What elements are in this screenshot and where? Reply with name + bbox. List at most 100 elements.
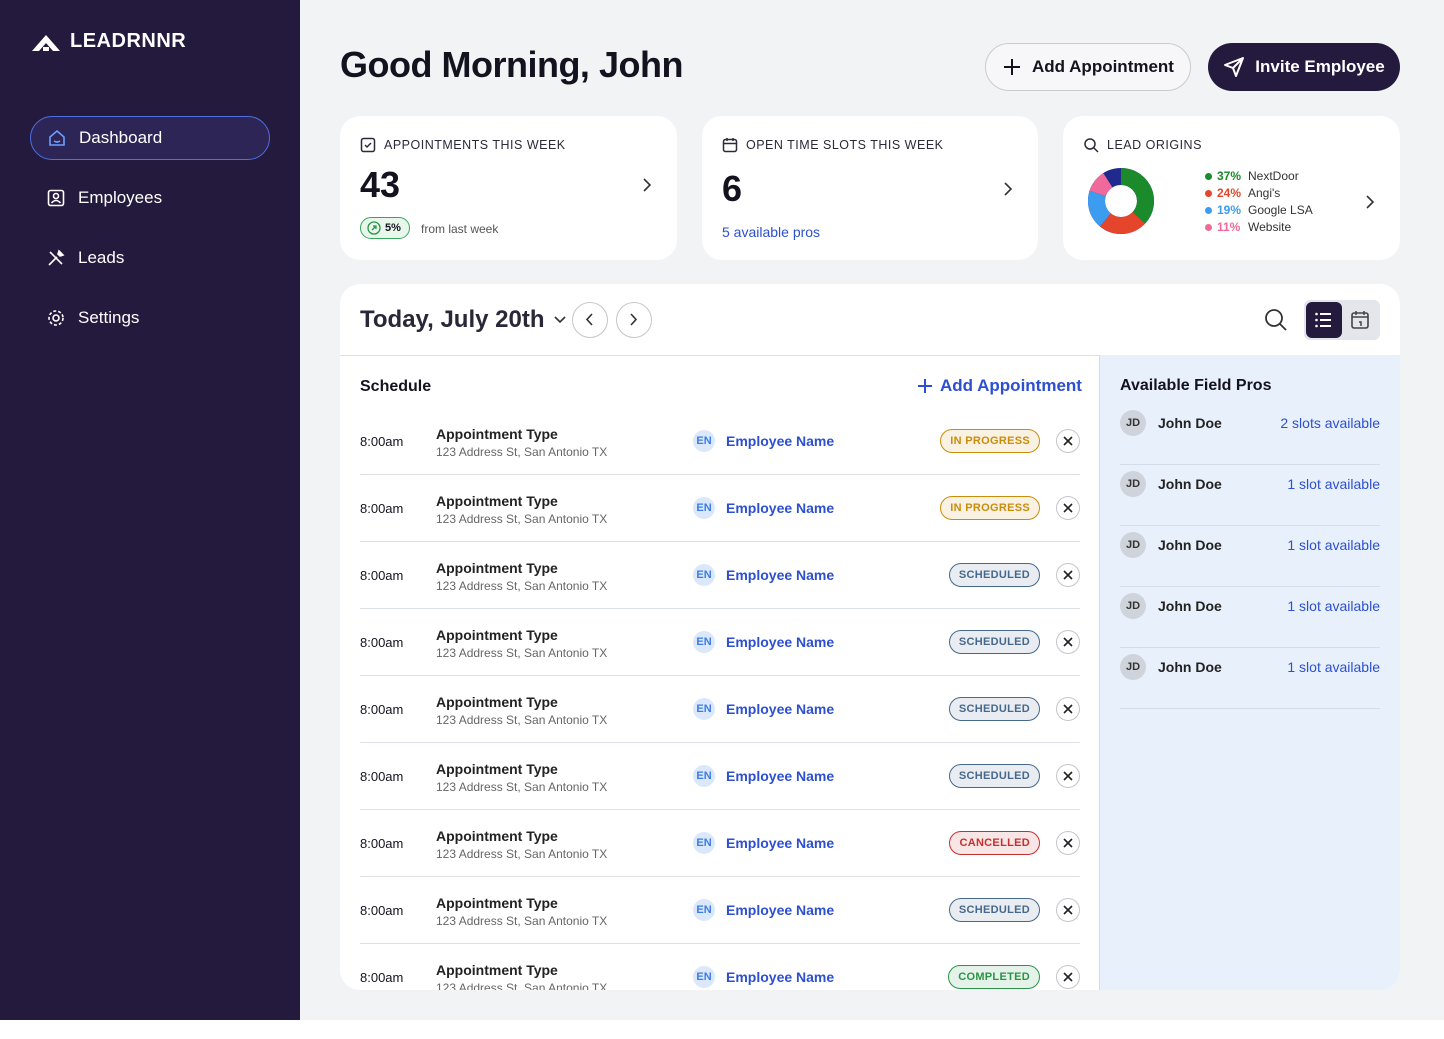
- legend-item: 11% Website: [1205, 219, 1291, 235]
- field-pro-row[interactable]: JD John Doe 1 slot available: [1120, 469, 1380, 526]
- employee-name[interactable]: Employee Name: [726, 969, 835, 985]
- list-view[interactable]: [1306, 302, 1342, 338]
- nav-item[interactable]: Leads: [30, 236, 270, 280]
- employee-avatar: EN: [693, 564, 715, 586]
- nav-label: Settings: [78, 308, 140, 327]
- field-pros-panel: Available Field Pros JD John Doe 2 slots a…: [1099, 355, 1400, 990]
- employee-avatar: EN: [693, 430, 715, 452]
- remove-button[interactable]: [1056, 697, 1080, 721]
- employee-name[interactable]: Employee Name: [726, 902, 835, 918]
- send-icon: [1224, 57, 1245, 77]
- employee-name[interactable]: Employee Name: [726, 634, 835, 650]
- appointment-type: Appointment Type: [436, 828, 558, 844]
- search-button[interactable]: [1264, 308, 1288, 332]
- appointments-card[interactable]: APPOINTMENTS THIS WEEK 43 5% from last w…: [340, 116, 677, 260]
- remove-button[interactable]: [1056, 563, 1080, 587]
- schedule-row[interactable]: 8:00am Appointment Type 123 Address St, Sa…: [360, 877, 1080, 944]
- nav-item[interactable]: Employees: [30, 176, 270, 220]
- calendar-view[interactable]: [1342, 302, 1378, 338]
- remove-button[interactable]: [1056, 496, 1080, 520]
- lead-origins-card[interactable]: LEAD ORIGINS 37% NextDoor 24% Angi's 19% Goog…: [1063, 116, 1400, 260]
- invite-employee-button[interactable]: Invite Employee: [1208, 43, 1400, 91]
- employee-name[interactable]: Employee Name: [726, 433, 835, 449]
- date-picker[interactable]: Today, July 20th: [360, 306, 567, 334]
- row-divider: [360, 474, 1080, 475]
- plus-icon: [1004, 59, 1021, 75]
- status-badge: CANCELLED: [949, 831, 1040, 855]
- time: 8:00am: [360, 702, 404, 717]
- pro-slots[interactable]: 2 slots available: [1280, 415, 1380, 431]
- appointment-type: Appointment Type: [436, 761, 558, 777]
- field-pro-row[interactable]: JD John Doe 1 slot available: [1120, 652, 1380, 709]
- remove-button[interactable]: [1056, 429, 1080, 453]
- pro-slots[interactable]: 1 slot available: [1287, 598, 1380, 614]
- appointment-type: Appointment Type: [436, 493, 558, 509]
- card-title-text: APPOINTMENTS THIS WEEK: [384, 138, 566, 152]
- pro-slots[interactable]: 1 slot available: [1287, 537, 1380, 553]
- remove-button[interactable]: [1056, 764, 1080, 788]
- add-appointment-link[interactable]: Add Appointment: [918, 376, 1082, 396]
- schedule-row[interactable]: 8:00am Appointment Type 123 Address St, Sa…: [360, 676, 1080, 743]
- address: 123 Address St, San Antonio TX: [436, 646, 608, 660]
- nav-item[interactable]: Settings: [30, 296, 270, 340]
- employee-name[interactable]: Employee Name: [726, 835, 835, 851]
- status-badge: COMPLETED: [948, 965, 1040, 989]
- legend-percent: 19%: [1217, 203, 1242, 217]
- field-pro-row[interactable]: JD John Doe 2 slots available: [1120, 408, 1380, 465]
- pro-avatar: JD: [1120, 654, 1146, 680]
- legend-dot: [1205, 206, 1212, 214]
- remove-button[interactable]: [1056, 630, 1080, 654]
- schedule-row[interactable]: 8:00am Appointment Type 123 Address St, Sa…: [360, 810, 1080, 877]
- employee-avatar: EN: [693, 832, 715, 854]
- stat-value: 43: [360, 164, 401, 205]
- schedule-row[interactable]: 8:00am Appointment Type 123 Address St, Sa…: [360, 609, 1080, 676]
- view-toggle: [1304, 300, 1380, 340]
- donut-slice: [1089, 173, 1113, 197]
- pro-slots[interactable]: 1 slot available: [1287, 659, 1380, 675]
- nav-icon: [48, 249, 65, 266]
- schedule-row[interactable]: 8:00am Appointment Type 123 Address St, Sa…: [360, 408, 1080, 475]
- employee-avatar: EN: [693, 966, 715, 988]
- chevron: [1004, 182, 1013, 196]
- nav-icon: [49, 129, 65, 146]
- remove-button[interactable]: [1056, 898, 1080, 922]
- pro-slots[interactable]: 1 slot available: [1287, 476, 1380, 492]
- prev-day[interactable]: [572, 302, 608, 338]
- schedule-row[interactable]: 8:00am Appointment Type 123 Address St, Sa…: [360, 475, 1080, 542]
- schedule-row[interactable]: 8:00am Appointment Type 123 Address St, Sa…: [360, 542, 1080, 609]
- status-badge: SCHEDULED: [948, 764, 1040, 788]
- divider: [340, 355, 1400, 356]
- employee-name[interactable]: Employee Name: [726, 768, 835, 784]
- field-pro-row[interactable]: JD John Doe 1 slot available: [1120, 591, 1380, 648]
- schedule-panel: Today, July 20th Schedule Add Appointmen…: [340, 284, 1400, 990]
- address: 123 Address St, San Antonio TX: [436, 914, 608, 928]
- legend-dot: [1205, 189, 1212, 197]
- check-icon: [360, 137, 376, 153]
- remove-button[interactable]: [1056, 965, 1080, 989]
- nav-label: Leads: [78, 248, 125, 267]
- pro-avatar: JD: [1120, 410, 1146, 436]
- field-pro-row[interactable]: JD John Doe 1 slot available: [1120, 530, 1380, 587]
- status-badge: SCHEDULED: [948, 563, 1040, 587]
- employee-name[interactable]: Employee Name: [726, 500, 835, 516]
- time: 8:00am: [360, 769, 404, 784]
- remove-button[interactable]: [1056, 831, 1080, 855]
- schedule-row[interactable]: 8:00am Appointment Type 123 Address St, Sa…: [360, 944, 1080, 990]
- address: 123 Address St, San Antonio TX: [436, 512, 608, 526]
- legend-item: 19% Google LSA: [1205, 202, 1313, 218]
- nav-item[interactable]: Dashboard: [30, 116, 270, 160]
- field-pros-title: Available Field Pros: [1120, 377, 1272, 394]
- employee-name[interactable]: Employee Name: [726, 701, 835, 717]
- open-slots-card[interactable]: OPEN TIME SLOTS THIS WEEK 6 5 available …: [702, 116, 1038, 260]
- nav-label: Dashboard: [79, 128, 163, 147]
- nav-icon: [48, 310, 64, 326]
- search-icon: [1084, 138, 1099, 153]
- legend-percent: 11%: [1217, 220, 1241, 234]
- next-day[interactable]: [616, 302, 652, 338]
- address: 123 Address St, San Antonio TX: [436, 847, 608, 861]
- schedule-row[interactable]: 8:00am Appointment Type 123 Address St, Sa…: [360, 743, 1080, 810]
- employee-name[interactable]: Employee Name: [726, 567, 835, 583]
- add-appointment-button[interactable]: Add Appointment: [985, 43, 1191, 91]
- list-icon: [1315, 312, 1331, 328]
- donut-slice: [1099, 211, 1146, 234]
